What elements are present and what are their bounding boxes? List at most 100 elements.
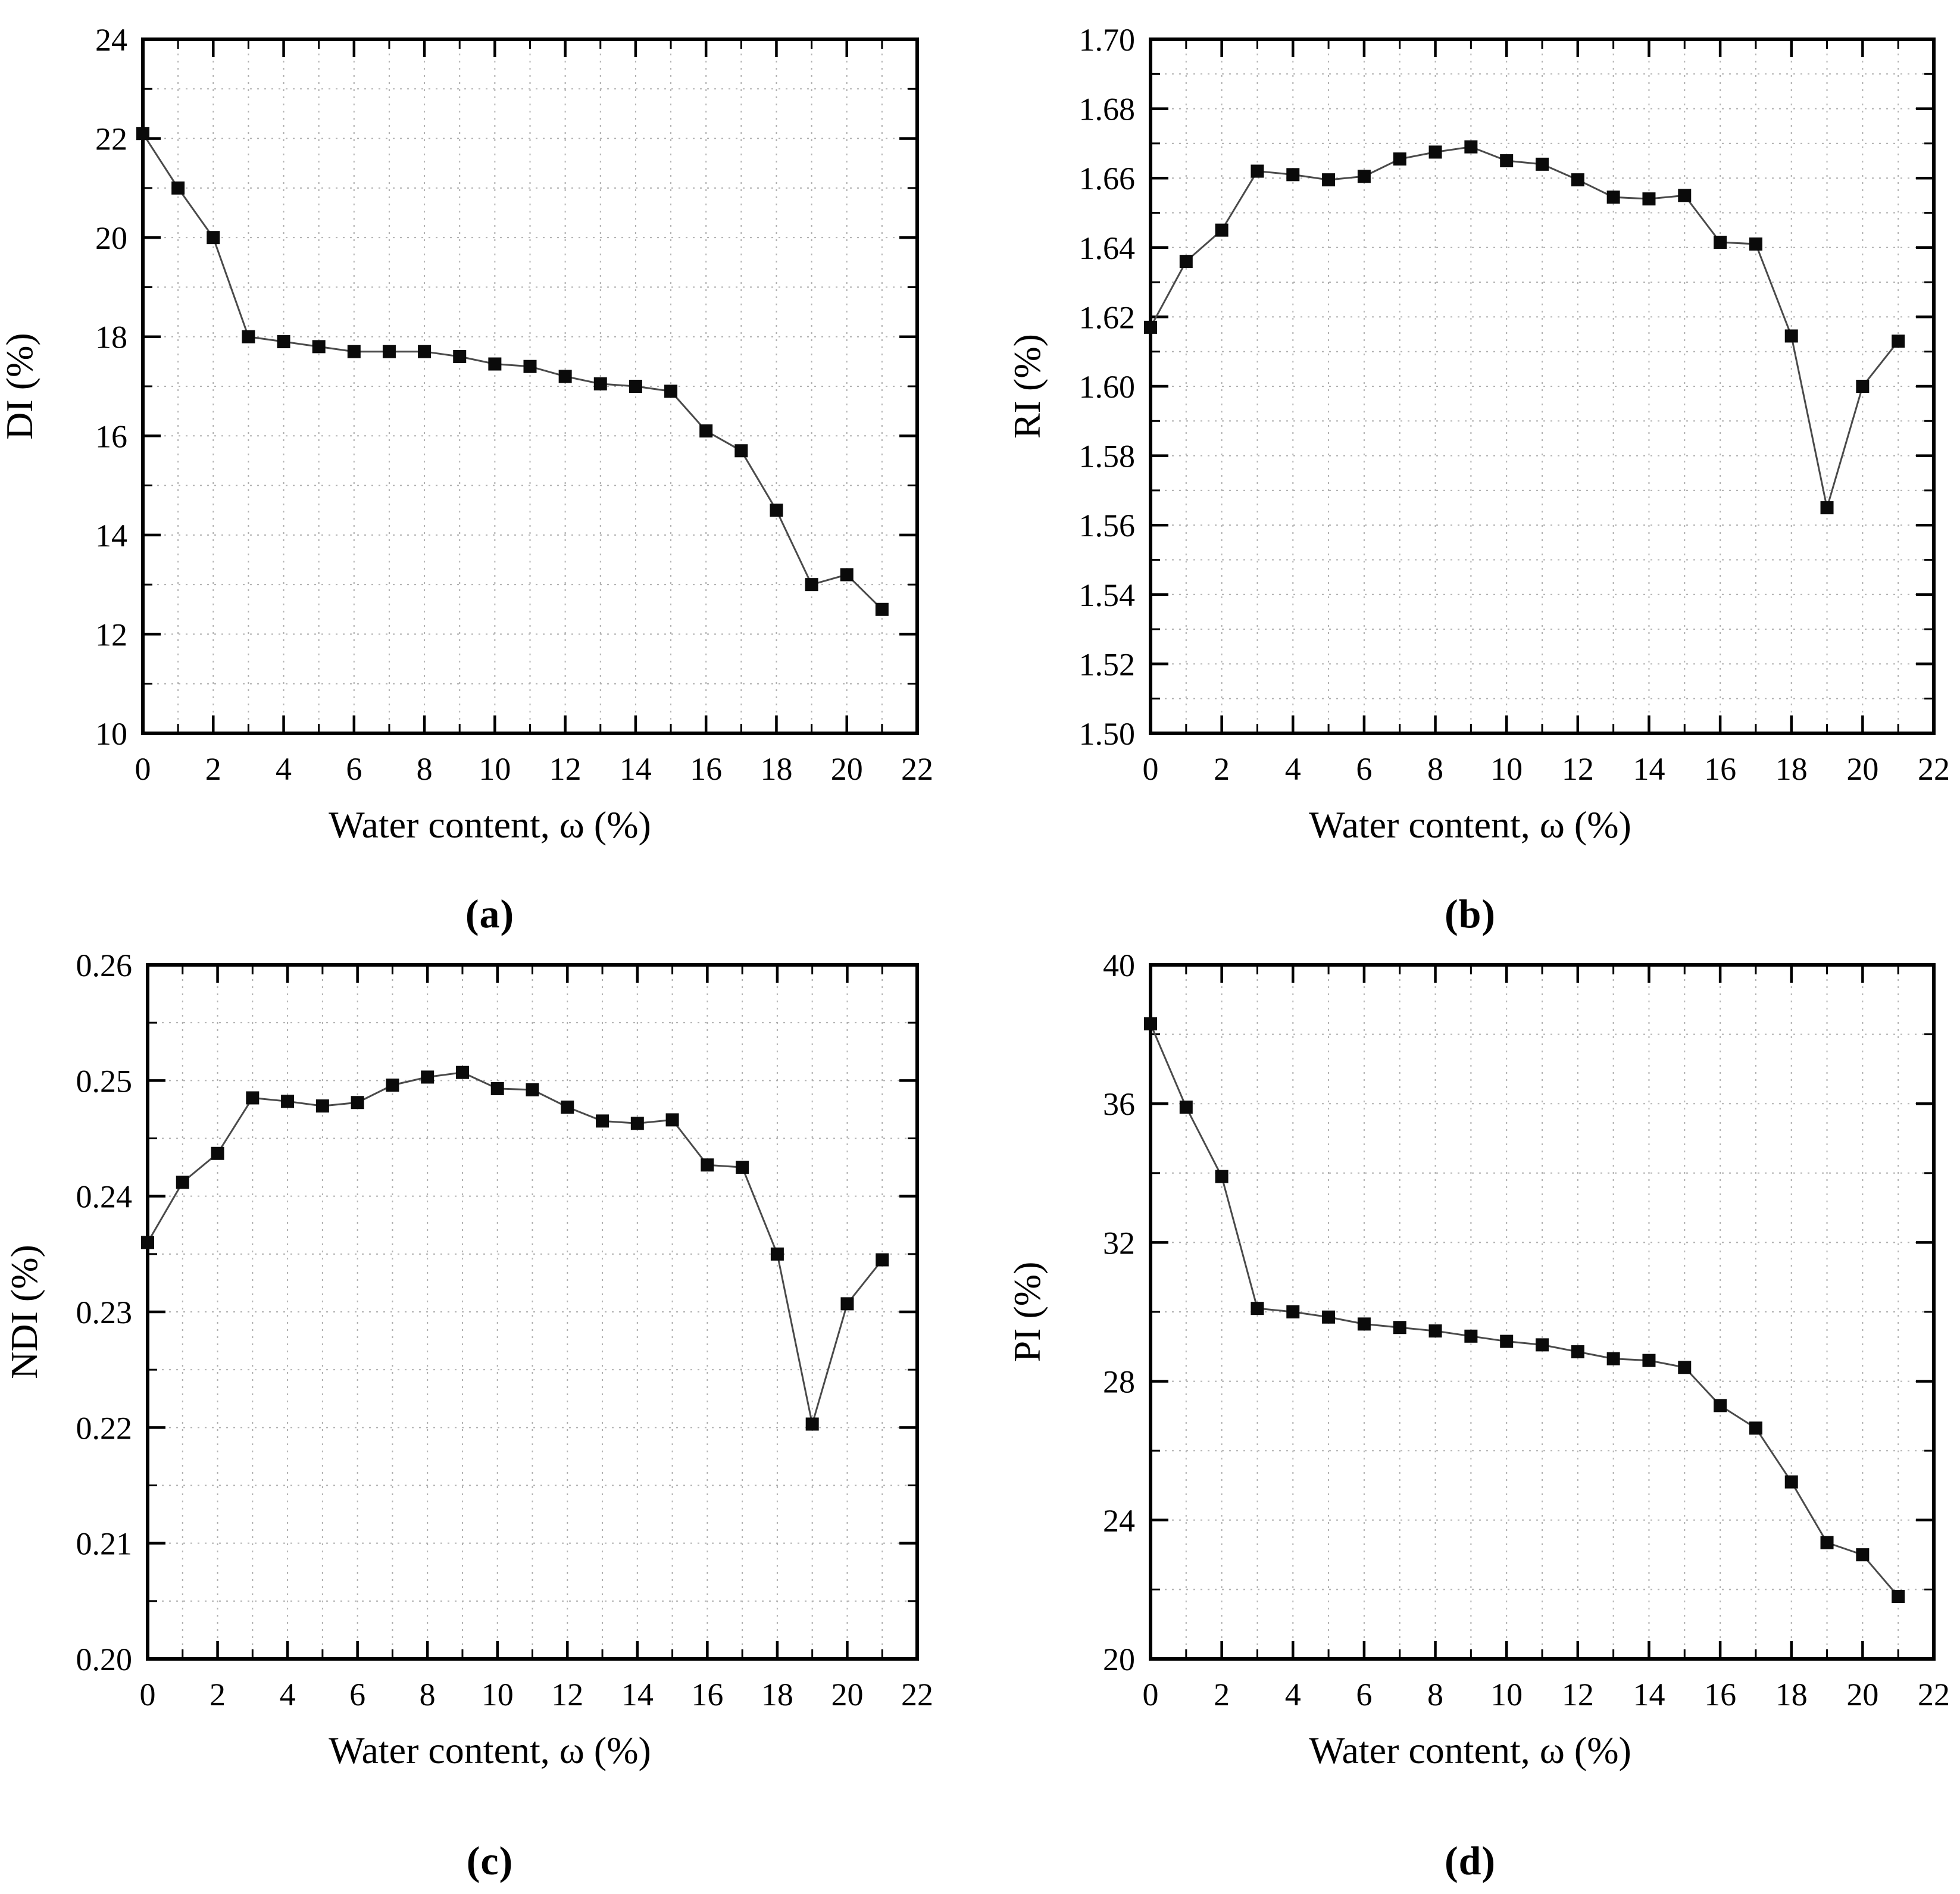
x-tick-label: 10 [1490,751,1523,787]
x-tick-label: 12 [1562,751,1594,787]
data-point-marker [1571,173,1584,187]
data-point-marker [1144,1017,1157,1031]
chart-d-caption: (d) [980,1837,1960,1884]
data-point-marker [136,127,149,140]
x-axis-title: Water content, ω (%) [1309,1729,1631,1771]
gridlines [1151,965,1934,1659]
data-point-marker [1144,320,1157,334]
plot-border [146,963,919,1661]
data-point-marker [665,1113,679,1127]
data-point-marker [246,1091,260,1105]
data-point-marker [1464,1329,1478,1343]
data-point-marker [1393,1321,1406,1334]
data-point-marker [1642,192,1656,206]
y-tick-label: 1.52 [1079,646,1136,682]
data-point-marker [312,340,326,354]
data-point-marker [242,330,255,343]
data-point-marker [805,1417,819,1431]
y-tick-label: 40 [1103,948,1135,983]
y-axis-title: DI (%) [0,333,40,439]
gridlines [148,965,917,1659]
x-tick-label: 0 [1143,1677,1159,1712]
y-tick-label: 18 [95,320,127,355]
x-tick-label: 4 [1285,1677,1301,1712]
y-tick-label: 24 [1103,1503,1135,1539]
data-point-marker [1714,236,1727,249]
data-point-marker [1892,335,1905,348]
data-point-marker [1749,237,1762,251]
data-point-marker [1393,152,1406,166]
data-point-marker [455,1065,469,1079]
data-point-marker [418,345,432,358]
y-axis-title: RI (%) [1006,334,1048,439]
data-point-marker [1286,1305,1300,1318]
y-tick-label: 20 [95,220,127,256]
data-point-marker [1464,140,1478,154]
data-point-marker [523,360,537,373]
x-tick-label: 6 [346,751,362,787]
data-point-marker [1749,1421,1762,1435]
x-tick-label: 18 [761,1677,793,1712]
y-tick-label: 28 [1103,1364,1135,1400]
plot-border [141,37,919,735]
data-point-marker [1856,1548,1870,1562]
x-tick-labels: 0 2 4 6 8 10 12 14 16 18 20 22 [1143,751,1950,787]
x-tick-label: 8 [417,751,433,787]
chart-c-svg: 0 2 4 6 8 10 12 14 16 18 20 220.200.210.220.230.240… [3,948,934,1771]
x-tick-label: 22 [901,1677,933,1712]
data-point-marker [176,1176,189,1189]
x-axis-title: Water content, ω (%) [329,804,651,846]
chart-c-caption: (c) [0,1837,980,1884]
series-line [146,1071,883,1424]
data-point-marker [1820,501,1834,515]
data-point-marker [1215,1170,1228,1183]
y-tick-label: 0.24 [76,1179,133,1215]
y-tick-label: 24 [95,22,127,58]
data-point-marker [699,424,713,437]
chart-panel-b: 0 2 4 6 8 10 12 14 16 18 20 22 1.50 1.52 1.54 1.56 1.58 1… [980,0,1960,947]
x-tick-label: 2 [1214,751,1230,787]
data-point-marker [1606,190,1620,204]
data-point-marker [1536,157,1549,171]
y-tick-label: 16 [95,418,127,454]
plot-border [1149,37,1936,735]
data-point-marker [630,1117,644,1130]
chart-b-svg: 0 2 4 6 8 10 12 14 16 18 20 221.501.521.541.561.581… [1006,22,1950,846]
x-tick-label: 6 [349,1677,365,1712]
data-point-marker [1179,1101,1193,1114]
x-tick-label: 14 [620,751,652,787]
y-tick-label: 36 [1103,1086,1135,1122]
data-point-marker [382,345,396,358]
x-tick-labels: 0 2 4 6 8 10 12 14 16 18 20 22 [140,1677,934,1712]
chart-a-svg: 0 2 4 6 8 10 12 14 16 18 20 221012141618202224Water… [0,22,934,846]
data-point-marker [1714,1399,1727,1412]
data-point-marker [1428,145,1442,159]
data-point-marker [1678,1361,1692,1374]
data-point-marker [1322,173,1336,187]
plot-border [1149,963,1936,1661]
y-tick-label: 1.60 [1079,369,1136,405]
data-point-marker [1428,1324,1442,1338]
x-tick-label: 14 [621,1677,654,1712]
data-point-marker [1357,1317,1371,1331]
x-tick-label: 4 [1285,751,1301,787]
series-line [1149,1023,1899,1598]
x-tick-label: 0 [140,1677,156,1712]
y-tick-label: 0.20 [76,1642,133,1677]
x-tick-label: 12 [551,1677,583,1712]
data-point-marker [1251,1302,1264,1315]
y-tick-label: 1.58 [1079,439,1136,474]
data-points [136,127,889,616]
x-tick-label: 16 [691,1677,723,1712]
y-tick-label: 0.25 [76,1063,133,1099]
data-point-marker [1322,1310,1336,1324]
y-tick-label: 0.21 [76,1526,133,1562]
data-point-marker [1606,1352,1620,1365]
x-tick-labels: 0 2 4 6 8 10 12 14 16 18 20 22 [135,751,934,787]
data-point-marker [1571,1345,1584,1359]
x-tick-label: 8 [1427,751,1443,787]
data-point-marker [770,1247,784,1261]
data-points [1144,140,1905,515]
data-point-marker [386,1079,399,1092]
y-axis-title: NDI (%) [3,1245,45,1379]
